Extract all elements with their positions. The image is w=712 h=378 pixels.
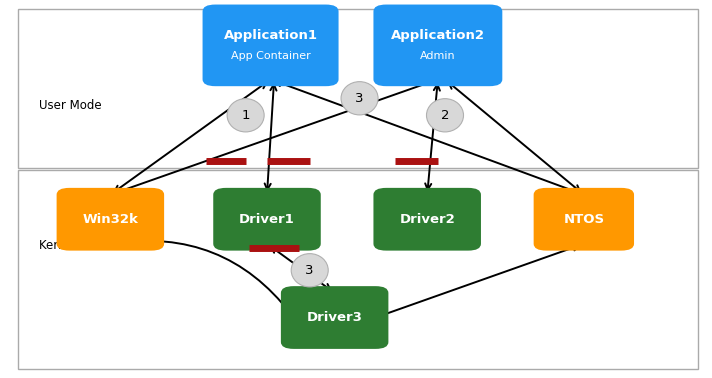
FancyBboxPatch shape bbox=[534, 188, 634, 251]
FancyBboxPatch shape bbox=[57, 188, 164, 251]
FancyBboxPatch shape bbox=[18, 170, 698, 369]
Text: Driver2: Driver2 bbox=[399, 213, 455, 226]
Text: Driver1: Driver1 bbox=[239, 213, 295, 226]
Text: Admin: Admin bbox=[420, 51, 456, 61]
Text: Application2: Application2 bbox=[391, 29, 485, 42]
FancyBboxPatch shape bbox=[18, 9, 698, 168]
Text: 3: 3 bbox=[355, 92, 364, 105]
Ellipse shape bbox=[291, 254, 328, 287]
Text: Kernel Mode: Kernel Mode bbox=[39, 239, 112, 252]
FancyBboxPatch shape bbox=[281, 286, 389, 349]
Ellipse shape bbox=[341, 82, 378, 115]
Text: App Container: App Container bbox=[231, 51, 310, 61]
FancyBboxPatch shape bbox=[373, 5, 503, 86]
Ellipse shape bbox=[426, 99, 464, 132]
Text: 3: 3 bbox=[305, 264, 314, 277]
Text: NTOS: NTOS bbox=[563, 213, 604, 226]
FancyBboxPatch shape bbox=[214, 188, 320, 251]
Ellipse shape bbox=[227, 99, 264, 132]
Text: User Mode: User Mode bbox=[39, 99, 102, 112]
Text: Win32k: Win32k bbox=[83, 213, 138, 226]
Text: Driver3: Driver3 bbox=[307, 311, 362, 324]
Text: Application1: Application1 bbox=[224, 29, 318, 42]
FancyBboxPatch shape bbox=[202, 5, 339, 86]
Text: 1: 1 bbox=[241, 109, 250, 122]
FancyBboxPatch shape bbox=[373, 188, 481, 251]
Text: 2: 2 bbox=[441, 109, 449, 122]
